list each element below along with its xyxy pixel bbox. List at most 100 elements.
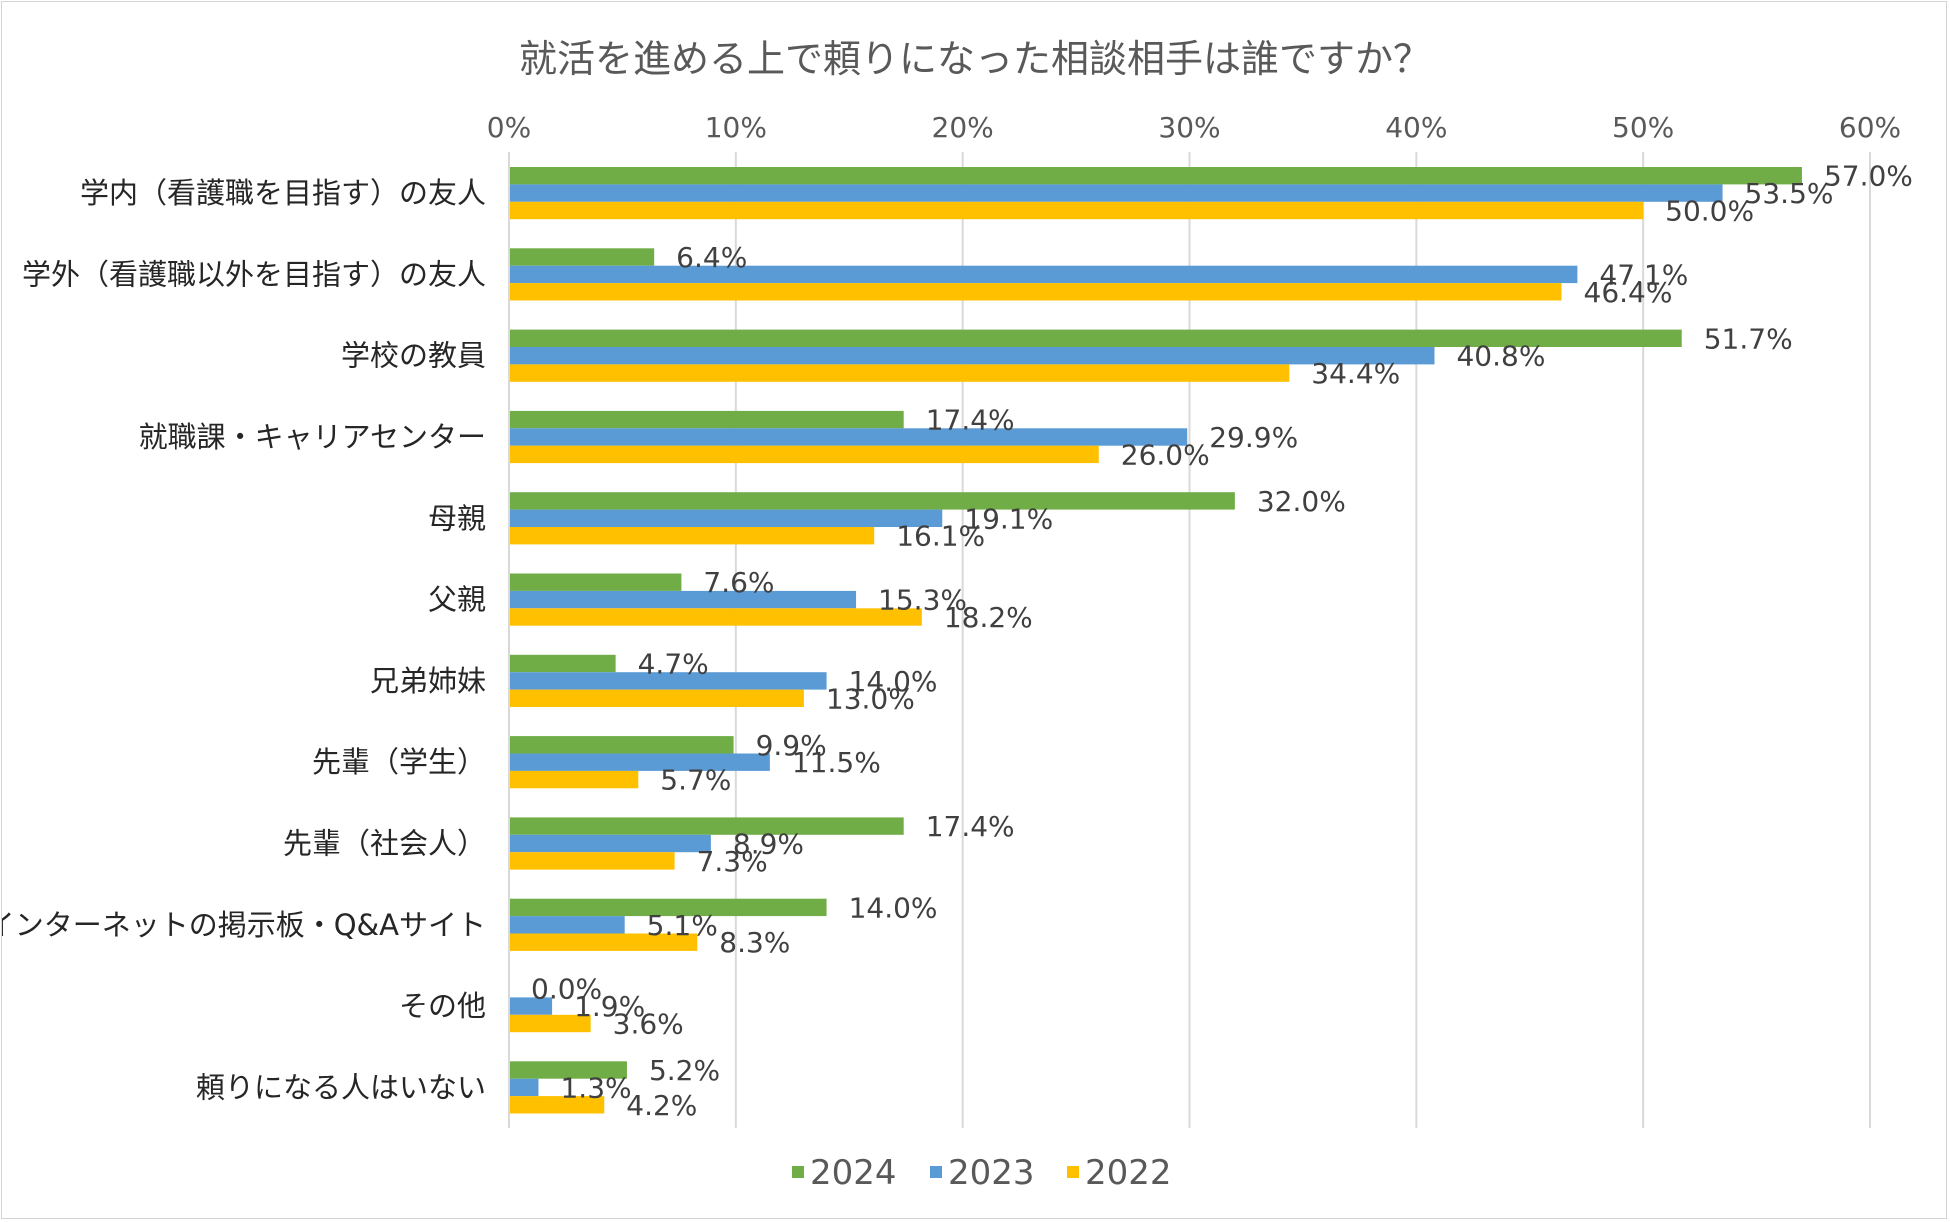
- data-label-2022: 8.3%: [719, 926, 790, 959]
- data-label-2023: 1.3%: [560, 1071, 631, 1104]
- category-label: 学外（看護職以外を目指す）の友人: [22, 257, 486, 291]
- bar-2022: [509, 933, 698, 951]
- legend: 2024 2023 2022: [792, 1153, 1172, 1193]
- category-label: 頼りになる人はいない: [196, 1070, 486, 1104]
- chart-title: 就活を進める上で頼りになった相談相手は誰ですか？: [519, 37, 1431, 81]
- data-label-2024: 17.4%: [926, 404, 1015, 437]
- data-label-2022: 16.1%: [896, 520, 985, 553]
- bar-2022: [509, 689, 804, 707]
- bar-2022: [509, 201, 1644, 220]
- bar-2023: [509, 509, 943, 527]
- data-label-2024: 0.0%: [531, 973, 602, 1006]
- legend-label-2024: 2024: [810, 1153, 897, 1193]
- x-tick-label: 30%: [1158, 111, 1220, 144]
- bar-2024: [509, 248, 655, 266]
- bar-2024: [509, 898, 827, 917]
- data-label-2023: 11.5%: [792, 746, 881, 779]
- category-label: 就職課・キャリアセンター: [139, 420, 486, 454]
- bar-2022: [509, 527, 875, 545]
- bar-2024: [509, 654, 616, 673]
- x-tick-label: 60%: [1839, 111, 1901, 144]
- bar-2022: [509, 1096, 605, 1114]
- legend-label-2023: 2023: [948, 1153, 1035, 1193]
- data-label-2022: 34.4%: [1311, 357, 1400, 390]
- legend-label-2022: 2022: [1085, 1153, 1172, 1193]
- bar-2023: [509, 753, 770, 771]
- legend-swatch-2022: [1067, 1166, 1079, 1178]
- data-label-2022: 18.2%: [944, 601, 1033, 634]
- bar-2023: [509, 1078, 539, 1097]
- category-labels: 学内（看護職を目指す）の友人学外（看護職以外を目指す）の友人学校の教員就職課・キ…: [2, 176, 486, 1104]
- data-label-2022: 3.6%: [613, 1008, 684, 1041]
- bar-2023: [509, 590, 857, 609]
- data-label-2022: 46.4%: [1584, 276, 1673, 309]
- bar-2024: [509, 817, 904, 835]
- data-label-2024: 7.6%: [703, 566, 774, 599]
- data-label-2022: 7.3%: [697, 845, 768, 878]
- category-label: 父親: [428, 583, 486, 617]
- bar-2022: [509, 445, 1099, 464]
- data-label-2023: 47.1%: [1599, 258, 1688, 291]
- bar-2022: [509, 852, 675, 870]
- data-label-2023: 5.1%: [647, 909, 718, 942]
- bar-2024: [509, 167, 1802, 185]
- category-label: その他: [399, 989, 486, 1023]
- x-tick-label: 40%: [1385, 111, 1447, 144]
- bars: [508, 152, 1802, 1128]
- x-axis-ticks: 0% 10% 20% 30% 40% 50% 60%: [487, 111, 1901, 144]
- data-labels: 57.0%53.5%50.0% 6.4% 47.1%46.4% 51.7% 40.8% 3…: [531, 160, 1913, 1122]
- bar-2024: [509, 329, 1682, 347]
- category-label: 兄弟姉妹: [370, 664, 486, 698]
- category-label: 先輩（社会人）: [283, 827, 486, 861]
- bar-2024: [509, 1061, 627, 1079]
- data-label-2022: 26.0%: [1121, 438, 1210, 471]
- data-label-2024: 17.4%: [926, 810, 1015, 843]
- bar-2023: [509, 428, 1188, 446]
- bar-2022: [509, 364, 1290, 382]
- bar-2023: [509, 672, 827, 690]
- data-label-2023: 40.8%: [1456, 340, 1545, 373]
- bar-2023: [509, 916, 625, 934]
- data-label-2024: 32.0%: [1257, 485, 1346, 518]
- data-label-2023: 15.3%: [878, 584, 967, 617]
- bar-2024: [509, 736, 734, 754]
- x-tick-label: 50%: [1612, 111, 1674, 144]
- bar-2022: [509, 283, 1562, 301]
- data-label-2023: 53.5%: [1745, 177, 1834, 210]
- data-label-2024: 5.2%: [649, 1054, 720, 1087]
- bar-2022: [509, 608, 922, 626]
- bar-2022: [509, 1014, 591, 1033]
- category-label: 母親: [428, 501, 486, 535]
- data-label-2023: 14.0%: [849, 665, 938, 698]
- data-label-2023: 8.9%: [733, 828, 804, 861]
- x-tick-label: 0%: [487, 111, 531, 144]
- legend-swatch-2023: [930, 1166, 942, 1178]
- bar-2023: [509, 184, 1723, 202]
- bar-2023: [509, 834, 711, 853]
- bar-2024: [509, 573, 682, 591]
- data-label-2023: 19.1%: [964, 502, 1053, 535]
- data-label-2022: 4.2%: [626, 1089, 697, 1122]
- data-label-2024: 57.0%: [1824, 160, 1913, 193]
- category-label: 学内（看護職を目指す）の友人: [80, 176, 486, 210]
- data-label-2024: 51.7%: [1704, 322, 1793, 355]
- data-label-2024: 9.9%: [756, 729, 827, 762]
- legend-swatch-2024: [792, 1166, 804, 1178]
- x-tick-label: 20%: [932, 111, 994, 144]
- data-label-2023: 1.9%: [574, 990, 645, 1023]
- data-label-2022: 50.0%: [1665, 195, 1754, 228]
- category-label: インターネットの掲示板・Q&Aサイト: [2, 908, 486, 942]
- bar-2023: [509, 347, 1435, 365]
- data-label-2024: 6.4%: [676, 241, 747, 274]
- bar-2023: [509, 997, 553, 1015]
- bar-2022: [509, 770, 639, 789]
- data-label-2024: 4.7%: [638, 648, 709, 681]
- bar-2024: [509, 492, 1235, 510]
- bar-2024: [509, 410, 904, 429]
- bar-2023: [509, 265, 1578, 284]
- category-label: 学校の教員: [341, 339, 486, 373]
- category-label: 先輩（学生）: [312, 745, 486, 779]
- data-label-2022: 13.0%: [826, 682, 915, 715]
